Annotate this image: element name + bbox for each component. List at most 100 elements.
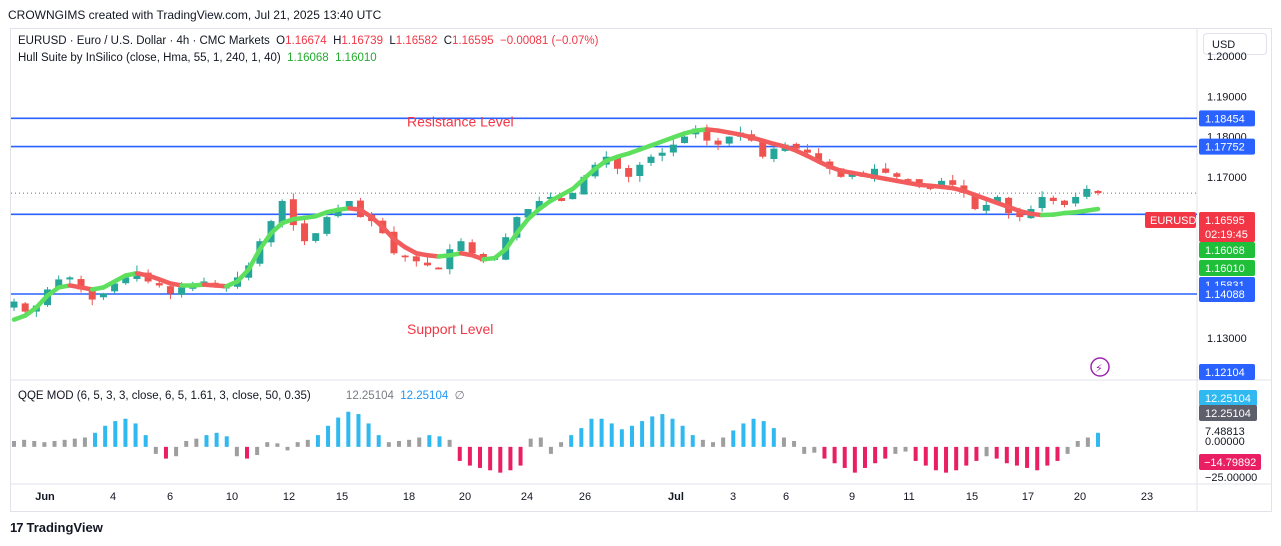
qqe-bar — [52, 441, 57, 447]
symbol-legend: EURUSD · Euro / U.S. Dollar · 4h · CMC M… — [18, 35, 598, 47]
candle-body — [770, 148, 778, 160]
time-tick-4: 12 — [283, 491, 295, 503]
hull-segment — [246, 247, 263, 272]
price-axis-label — [1199, 226, 1255, 242]
qqe-axis-label-text: 12.25104 — [1205, 408, 1251, 420]
qqe-bar — [913, 446, 918, 461]
symbol-line[interactable]: EURUSD · Euro / U.S. Dollar · 4h · CMC M… — [18, 35, 270, 47]
time-tick-15: 15 — [966, 491, 978, 503]
change-value: −0.00081 (−0.07%) — [500, 35, 599, 47]
candle-body — [915, 179, 923, 185]
qqe-bar — [883, 446, 888, 459]
qqe-bar — [174, 446, 179, 457]
candle-body — [111, 283, 119, 292]
qqe-bar — [234, 446, 239, 457]
time-tick-17: 20 — [1074, 491, 1086, 503]
currency-selector[interactable]: USD — [1203, 33, 1267, 55]
qqe-bar — [427, 435, 432, 447]
low-label: L — [389, 35, 396, 47]
candle-body — [1072, 196, 1080, 204]
open-value: 1.16674 — [285, 35, 327, 47]
qqe-bar — [315, 435, 320, 447]
qqe-bar — [214, 432, 219, 447]
hull-segment — [570, 176, 587, 192]
qqe-bar — [559, 442, 564, 447]
price-tick-3: 1.17000 — [1207, 172, 1247, 184]
candle-body — [714, 140, 722, 145]
candle-body — [1016, 212, 1024, 218]
candle-body — [166, 286, 174, 294]
hull-legend: Hull Suite by InSilico (close, Hma, 55, … — [18, 52, 377, 64]
qqe-bar — [488, 446, 493, 471]
qqe-bar — [589, 418, 594, 447]
hull-segment — [581, 166, 598, 182]
candle-body — [681, 136, 689, 144]
price-axis-label — [1199, 242, 1255, 258]
price-axis-label — [1199, 212, 1255, 228]
qqe-bar — [396, 441, 401, 447]
qqe-bar — [12, 441, 16, 447]
qqe-bar — [700, 439, 705, 447]
candle-body — [725, 136, 733, 144]
qqe-bar — [619, 429, 624, 447]
candle-body — [938, 180, 946, 188]
candle-body — [423, 262, 431, 266]
time-tick-12: 6 — [783, 491, 789, 503]
qqe-bar — [650, 416, 655, 447]
symbol-price-tag-text: EURUSD — [1150, 215, 1197, 227]
tradingview-brand[interactable]: 17 TradingView — [10, 520, 103, 535]
qqe-bar — [761, 421, 766, 447]
price-tick-0: 1.20000 — [1207, 51, 1247, 63]
qqe-bar — [984, 446, 989, 457]
qqe-bar — [376, 435, 381, 447]
candle-body — [435, 267, 443, 270]
candle-body — [546, 196, 554, 199]
candle-body — [580, 176, 588, 195]
hull-segment — [257, 230, 274, 252]
qqe-bar — [285, 446, 290, 451]
hull-segment — [492, 247, 508, 261]
hull-segment — [45, 285, 61, 298]
qqe-bar — [62, 439, 67, 447]
qqe-bar — [903, 446, 908, 452]
candle-body — [122, 277, 130, 284]
candle-body — [569, 192, 577, 200]
price-axis-label — [1199, 138, 1255, 155]
candle-body — [1038, 196, 1046, 209]
price-tick-1: 1.19000 — [1207, 91, 1247, 103]
candle-body — [759, 142, 767, 157]
qqe-bar — [569, 435, 574, 447]
qqe-bar — [82, 437, 87, 447]
qqe-bar — [721, 437, 726, 447]
qqe-bar — [457, 446, 462, 461]
time-tick-9: 26 — [579, 491, 591, 503]
qqe-bar — [781, 437, 786, 447]
hull-indicator-line[interactable]: Hull Suite by InSilico (close, Hma, 55, … — [18, 52, 281, 64]
qqe-bar — [42, 442, 47, 447]
qqe-bar — [680, 425, 685, 447]
candle-body — [949, 180, 957, 185]
time-tick-10: Jul — [668, 491, 684, 503]
candle-body — [1083, 188, 1091, 197]
qqe-bar — [295, 442, 300, 447]
qqe-bar — [862, 446, 867, 468]
qqe-bar — [407, 439, 412, 447]
candle-body — [289, 199, 297, 226]
qqe-axis-label-text: 12.25104 — [1205, 393, 1251, 405]
price-axis-label — [1199, 364, 1255, 380]
time-tick-7: 20 — [459, 491, 471, 503]
qqe-bar — [690, 435, 695, 447]
qqe-bar — [832, 446, 837, 464]
candle-body — [66, 277, 74, 280]
candle-body — [613, 157, 621, 169]
time-tick-11: 3 — [730, 491, 736, 503]
qqe-indicator-line[interactable]: QQE MOD (6, 5, 3, 3, close, 6, 5, 1.61, … — [18, 390, 311, 402]
qqe-bar — [123, 418, 128, 447]
qqe-bar — [417, 437, 422, 447]
price-tick-4: 1.13000 — [1207, 333, 1247, 345]
qqe-bar — [802, 446, 807, 454]
qqe-bar — [629, 425, 634, 447]
qqe-bar — [1025, 446, 1030, 468]
price-axis-label — [1199, 110, 1255, 127]
